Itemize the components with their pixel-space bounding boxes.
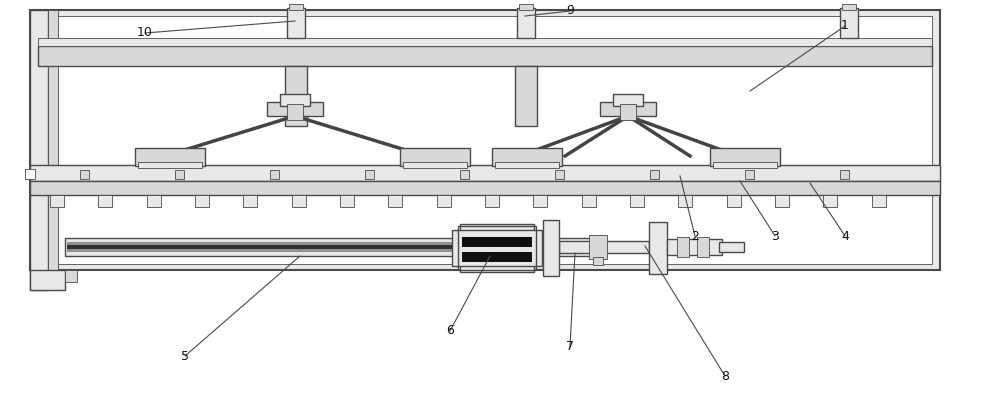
Bar	[138, 162, 202, 168]
Bar	[842, 4, 856, 10]
Bar	[452, 230, 542, 266]
Bar	[285, 66, 307, 126]
Text: 10: 10	[137, 26, 153, 39]
Text: 7: 7	[566, 339, 574, 353]
Bar	[555, 170, 564, 179]
Bar	[280, 94, 310, 106]
Bar	[620, 104, 636, 120]
Bar	[267, 102, 323, 116]
Bar	[515, 66, 537, 126]
Bar	[517, 8, 535, 38]
Bar	[543, 220, 559, 276]
Bar	[365, 170, 374, 179]
Bar	[147, 195, 161, 207]
Bar	[403, 162, 467, 168]
Bar	[745, 170, 754, 179]
Bar	[270, 170, 279, 179]
Bar	[872, 195, 886, 207]
Bar	[649, 222, 667, 274]
Bar	[175, 170, 184, 179]
Bar	[727, 195, 741, 207]
Bar	[613, 94, 643, 106]
Bar	[195, 195, 209, 207]
Text: 4: 4	[841, 229, 849, 242]
Bar	[823, 195, 837, 207]
Bar	[292, 195, 306, 207]
Bar	[677, 237, 689, 257]
Text: 6: 6	[446, 325, 454, 337]
Bar	[460, 224, 534, 272]
Bar	[30, 181, 940, 195]
Bar	[582, 195, 596, 207]
Bar	[719, 242, 744, 252]
Bar	[495, 162, 559, 168]
Bar	[38, 46, 932, 66]
Bar	[840, 8, 858, 38]
Bar	[67, 242, 588, 252]
Bar	[287, 104, 303, 120]
Bar	[589, 235, 607, 259]
Bar	[38, 16, 932, 264]
Bar	[600, 102, 656, 116]
Bar	[98, 195, 112, 207]
Text: 8: 8	[721, 369, 729, 383]
Bar	[485, 195, 499, 207]
Bar	[840, 170, 849, 179]
Bar	[388, 195, 402, 207]
Bar	[340, 195, 354, 207]
Bar	[462, 237, 532, 247]
Bar	[462, 252, 532, 262]
Bar	[135, 148, 205, 166]
Bar	[775, 195, 789, 207]
Bar	[533, 195, 547, 207]
Bar	[50, 195, 64, 207]
Bar	[667, 239, 722, 255]
Bar	[710, 148, 780, 166]
Bar	[519, 4, 533, 10]
Bar	[30, 10, 940, 270]
Text: 9: 9	[566, 5, 574, 18]
Bar	[65, 270, 77, 282]
Text: 1: 1	[841, 19, 849, 32]
Bar	[460, 170, 469, 179]
Bar	[678, 195, 692, 207]
Bar	[437, 195, 451, 207]
Bar	[400, 148, 470, 166]
Bar	[38, 38, 932, 46]
Text: 3: 3	[771, 229, 779, 242]
Bar	[289, 4, 303, 10]
Bar	[630, 195, 644, 207]
Bar	[713, 162, 777, 168]
Bar	[30, 165, 940, 181]
Bar	[650, 170, 659, 179]
Bar	[697, 237, 709, 257]
Bar	[593, 257, 603, 265]
Bar	[65, 238, 590, 256]
Bar	[80, 170, 89, 179]
Text: 2: 2	[691, 229, 699, 242]
Bar	[30, 270, 65, 290]
Bar	[287, 8, 305, 38]
Bar	[559, 241, 649, 253]
Bar	[492, 148, 562, 166]
Bar	[67, 245, 588, 249]
Text: 5: 5	[181, 349, 189, 363]
Bar	[48, 10, 58, 290]
Bar	[25, 169, 35, 179]
Bar	[458, 226, 536, 270]
Bar	[243, 195, 257, 207]
Bar	[30, 10, 48, 290]
